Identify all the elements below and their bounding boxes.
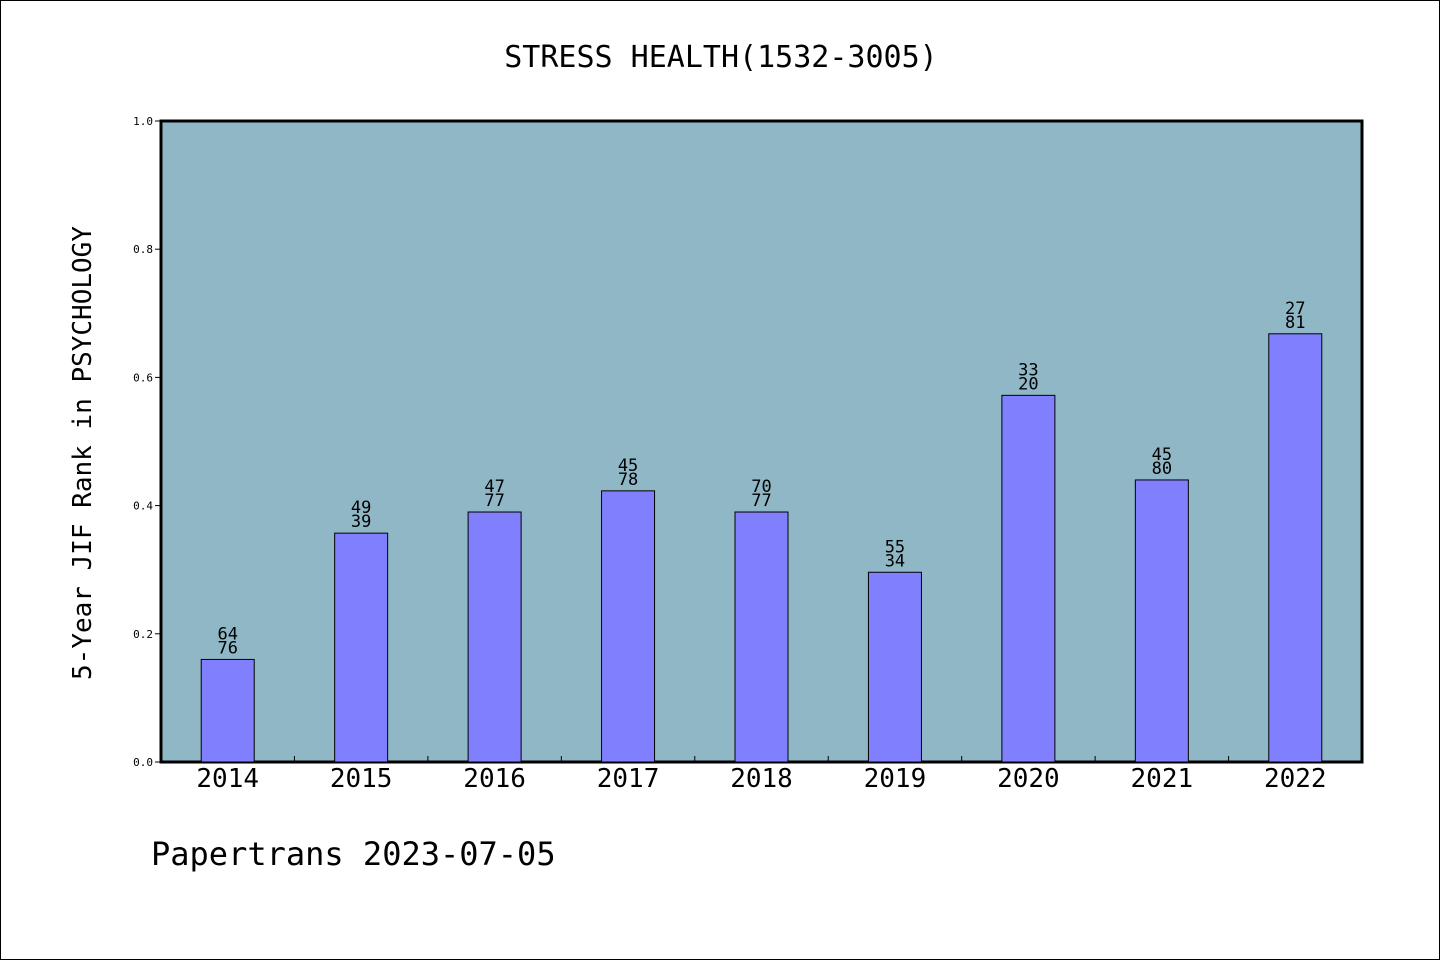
- bar-label-total-2022: 81: [1285, 313, 1305, 333]
- bar-2022: [1268, 333, 1323, 763]
- bar-2016: [467, 511, 522, 763]
- bar-label-total-2016: 77: [484, 491, 504, 511]
- bar-2018: [734, 511, 789, 763]
- bar-label-total-2021: 80: [1152, 459, 1172, 479]
- x-tick-label-2020: 2020: [997, 764, 1060, 794]
- chart-title: STRESS HEALTH(1532-3005): [504, 40, 937, 75]
- bar-label-total-2017: 78: [618, 470, 638, 490]
- bar-2020: [1001, 394, 1056, 763]
- x-tick-label-2018: 2018: [730, 764, 793, 794]
- x-tick-label-2016: 2016: [463, 764, 526, 794]
- y-tick-label: 0.4: [133, 500, 153, 513]
- y-tick-label: 0.6: [133, 371, 153, 384]
- x-axis: 2014 2015 2016 2017 2018 2019 2020 2021 2022: [196, 756, 1327, 794]
- bar-2017: [601, 490, 656, 763]
- x-tick-label-2017: 2017: [597, 764, 660, 794]
- y-tick-label: 1.0: [133, 115, 153, 128]
- bar-label-total-2014: 76: [217, 638, 237, 658]
- bar-label-total-2015: 39: [351, 512, 371, 532]
- bar-label-rank-2017: 45: [618, 456, 638, 476]
- bar-label-rank-2019: 55: [885, 537, 905, 557]
- x-tick-label-2022: 2022: [1264, 764, 1327, 794]
- bar-label-rank-2015: 49: [351, 498, 371, 518]
- bar-label-rank-2018: 70: [751, 477, 771, 497]
- footer-credit: Papertrans 2023-07-05: [151, 835, 556, 873]
- bar-label-total-2019: 34: [885, 551, 905, 571]
- bar-label-rank-2014: 64: [217, 624, 237, 644]
- x-tick-label-2021: 2021: [1131, 764, 1194, 794]
- x-tick-label-2015: 2015: [330, 764, 393, 794]
- bar-2021: [1134, 479, 1189, 763]
- y-axis: 0.0 0.2 0.4 0.6 0.8 1.0: [133, 115, 161, 769]
- bar-2015: [334, 532, 389, 763]
- bar-label-rank-2016: 47: [484, 477, 504, 497]
- y-tick-label: 0.2: [133, 628, 153, 641]
- bar-2019: [867, 571, 922, 763]
- bar-2014: [200, 658, 255, 763]
- bar-label-total-2018: 77: [751, 491, 771, 511]
- y-axis-label: 5-Year JIF Rank in PSYCHOLOGY: [68, 226, 98, 680]
- x-tick-label-2014: 2014: [196, 764, 259, 794]
- x-tick-label-2019: 2019: [864, 764, 927, 794]
- y-tick-label: 0.8: [133, 243, 153, 256]
- bar-label-total-2020: 20: [1018, 374, 1038, 394]
- bar-label-rank-2022: 27: [1285, 299, 1305, 319]
- y-tick-label: 0.0: [133, 756, 153, 769]
- bar-label-rank-2020: 33: [1018, 360, 1038, 380]
- bar-label-rank-2021: 45: [1152, 445, 1172, 465]
